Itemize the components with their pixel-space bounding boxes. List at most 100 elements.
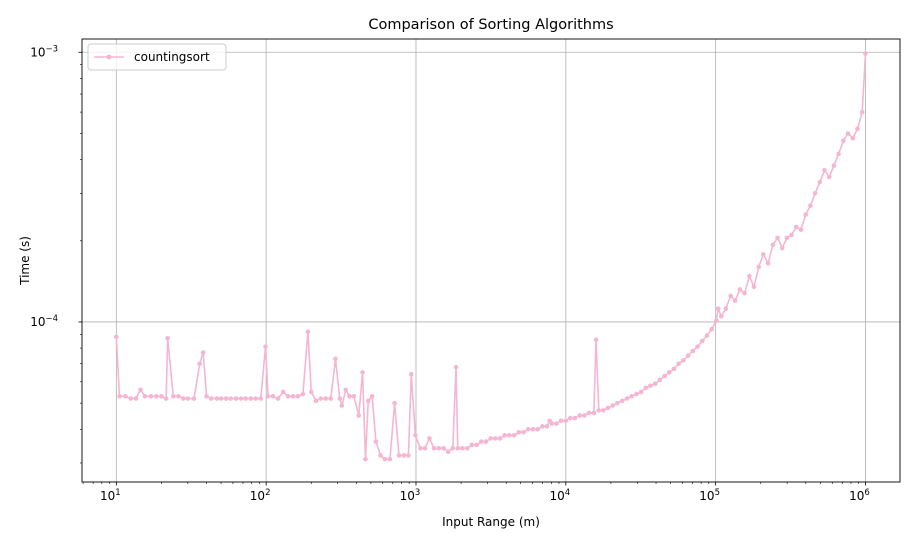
data-point bbox=[728, 293, 733, 299]
data-point bbox=[756, 264, 762, 270]
data-point bbox=[577, 413, 583, 418]
data-point bbox=[378, 453, 383, 458]
data-point bbox=[171, 394, 176, 399]
data-point bbox=[133, 396, 139, 401]
data-point bbox=[803, 212, 808, 217]
data-point bbox=[396, 453, 402, 458]
data-point bbox=[497, 436, 503, 441]
data-point bbox=[859, 109, 865, 115]
data-point bbox=[243, 396, 248, 401]
data-point bbox=[544, 424, 550, 429]
data-point bbox=[695, 344, 700, 349]
data-point bbox=[586, 410, 592, 416]
data-point bbox=[601, 408, 606, 413]
data-point bbox=[591, 410, 597, 416]
data-point bbox=[525, 426, 531, 432]
data-point bbox=[516, 429, 522, 435]
data-point bbox=[233, 396, 239, 401]
data-point bbox=[817, 179, 823, 185]
x-tick-label: 101 bbox=[100, 488, 121, 503]
data-point bbox=[624, 396, 630, 401]
data-point bbox=[387, 456, 393, 462]
data-point bbox=[850, 135, 856, 141]
data-point bbox=[408, 371, 414, 377]
ticks: 101 102 103 104 105 106 10−4 10−3 bbox=[30, 44, 870, 503]
data-point bbox=[479, 439, 484, 444]
data-point bbox=[455, 446, 461, 451]
data-point bbox=[185, 396, 191, 401]
data-point bbox=[779, 245, 785, 251]
data-point bbox=[474, 442, 479, 448]
data-point bbox=[422, 446, 428, 451]
data-point bbox=[445, 449, 451, 455]
data-point bbox=[464, 446, 470, 451]
data-point bbox=[483, 439, 489, 444]
data-point bbox=[436, 446, 442, 451]
data-point bbox=[521, 429, 526, 435]
data-point bbox=[418, 446, 423, 451]
data-point bbox=[775, 235, 780, 241]
data-point bbox=[723, 306, 729, 311]
data-point bbox=[798, 227, 804, 232]
data-point bbox=[747, 273, 752, 279]
data-point bbox=[793, 224, 799, 230]
data-point bbox=[413, 432, 418, 438]
data-point bbox=[535, 426, 540, 432]
data-point bbox=[770, 242, 776, 248]
x-tick-label: 104 bbox=[549, 488, 570, 503]
data-point bbox=[223, 396, 229, 401]
data-point bbox=[138, 387, 143, 393]
data-point bbox=[285, 394, 291, 399]
data-point bbox=[163, 396, 169, 401]
data-point bbox=[333, 356, 338, 362]
legend: countingsort bbox=[87, 43, 227, 71]
data-point bbox=[148, 394, 154, 399]
data-point bbox=[648, 383, 653, 389]
data-point bbox=[831, 163, 837, 168]
data-point bbox=[328, 396, 334, 401]
data-point bbox=[360, 370, 365, 375]
data-point bbox=[855, 126, 860, 132]
data-point bbox=[507, 432, 512, 438]
data-point bbox=[159, 394, 164, 399]
x-tick-label: 106 bbox=[849, 488, 870, 503]
data-point bbox=[732, 298, 738, 303]
data-point bbox=[826, 174, 832, 180]
data-point bbox=[709, 326, 714, 332]
data-point bbox=[401, 453, 407, 458]
data-point bbox=[123, 394, 128, 399]
data-point bbox=[690, 348, 696, 354]
data-point bbox=[290, 394, 296, 399]
data-point bbox=[431, 446, 437, 451]
data-point bbox=[191, 396, 197, 401]
data-point bbox=[742, 290, 747, 296]
data-point bbox=[142, 394, 148, 399]
data-point bbox=[549, 421, 554, 426]
y-tick-label: 10−3 bbox=[30, 44, 58, 59]
data-point bbox=[676, 361, 682, 367]
data-point bbox=[300, 391, 306, 397]
data-point bbox=[313, 398, 319, 404]
data-point bbox=[657, 377, 663, 383]
data-point bbox=[305, 329, 311, 335]
data-point bbox=[208, 396, 214, 401]
data-point bbox=[176, 394, 181, 399]
data-point bbox=[351, 394, 357, 399]
data-point bbox=[337, 396, 343, 401]
data-point bbox=[117, 394, 122, 399]
data-point bbox=[204, 394, 209, 399]
data-point bbox=[450, 446, 456, 451]
plot-area-background bbox=[82, 39, 900, 482]
data-point bbox=[339, 403, 345, 408]
data-point bbox=[596, 408, 602, 413]
data-point bbox=[554, 421, 559, 426]
x-tick-label: 103 bbox=[400, 488, 421, 503]
data-point bbox=[406, 453, 411, 458]
data-point bbox=[841, 138, 846, 143]
x-axis-label: Input Range (m) bbox=[442, 515, 540, 529]
data-point bbox=[634, 391, 639, 397]
data-point bbox=[704, 333, 710, 338]
data-point bbox=[765, 261, 771, 266]
legend-marker bbox=[106, 54, 112, 60]
